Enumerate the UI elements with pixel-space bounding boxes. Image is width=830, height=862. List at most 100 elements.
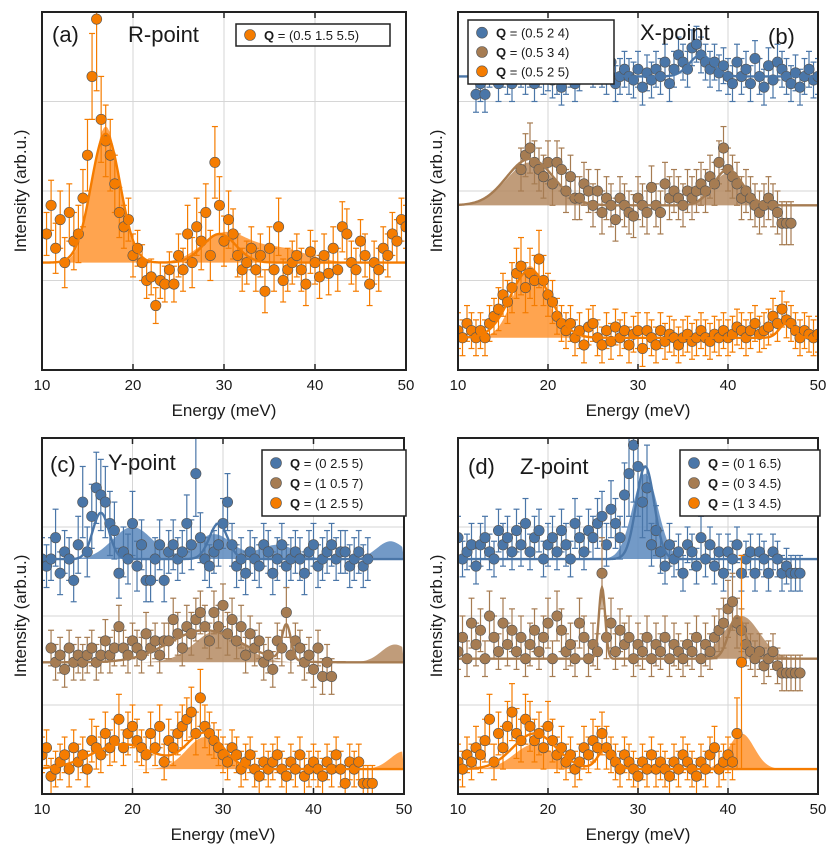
legend-marker — [270, 497, 282, 509]
data-point — [744, 78, 756, 90]
data-point — [524, 720, 536, 732]
data-point — [519, 282, 531, 294]
data-point — [528, 624, 540, 636]
plot-area — [42, 12, 406, 325]
data-point — [690, 631, 702, 643]
x-tick-label: 20 — [124, 801, 141, 818]
data-point — [341, 228, 353, 240]
data-point — [167, 614, 179, 626]
data-point — [735, 656, 747, 668]
legend: Q = (0 1 6.5)Q = (0 3 4.5)Q = (1 3 4.5) — [679, 449, 821, 517]
data-point — [506, 624, 518, 636]
data-point — [458, 646, 464, 658]
data-point — [99, 727, 111, 739]
data-point — [564, 638, 576, 650]
legend-box — [261, 449, 407, 517]
data-point — [537, 742, 549, 754]
data-point — [794, 567, 806, 579]
data-point — [605, 503, 617, 515]
data-point — [50, 532, 62, 544]
data-point — [470, 638, 482, 650]
data-point — [240, 649, 252, 661]
data-point — [173, 249, 185, 261]
legend-entry-text: = (0.5 3 4) — [506, 45, 569, 60]
data-point — [614, 532, 626, 544]
data-point — [140, 628, 152, 640]
data-point — [663, 539, 675, 551]
data-point — [72, 539, 84, 551]
data-point — [267, 663, 279, 675]
data-point — [654, 646, 666, 658]
data-point — [273, 221, 285, 233]
data-point — [222, 756, 234, 768]
data-point — [519, 517, 531, 529]
data-point — [227, 228, 239, 240]
data-point — [726, 78, 738, 90]
data-point — [113, 713, 125, 725]
data-point — [488, 631, 500, 643]
data-point — [312, 642, 324, 654]
plot-area — [458, 438, 818, 794]
data-point — [458, 532, 464, 544]
series-fill-area — [42, 630, 404, 663]
data-point — [587, 532, 599, 544]
x-tick-label: 30 — [215, 801, 232, 818]
legend-marker — [688, 477, 700, 489]
x-tick-label: 20 — [540, 377, 557, 394]
data-point — [551, 610, 563, 622]
series-0 — [42, 438, 404, 603]
data-point — [506, 546, 518, 558]
panel-title: X-point — [640, 20, 710, 45]
data-point — [353, 756, 365, 768]
data-point — [731, 539, 743, 551]
data-point — [154, 539, 166, 551]
data-point — [690, 38, 702, 50]
data-point — [42, 742, 53, 754]
x-tick-label: 30 — [216, 377, 233, 394]
data-point — [186, 257, 198, 269]
data-point — [785, 217, 797, 229]
data-point — [253, 635, 265, 647]
panel-title: Y-point — [108, 450, 176, 475]
data-point — [794, 667, 806, 679]
legend-entry: Q = (1 3 4.5) — [708, 496, 781, 511]
legend-entry-bold: Q — [264, 28, 274, 43]
panel-title: R-point — [128, 22, 199, 47]
legend-marker — [476, 26, 488, 39]
data-point — [501, 720, 513, 732]
data-point — [708, 560, 720, 572]
series-2 — [458, 229, 818, 368]
legend-entry-text: = (0 1 6.5) — [718, 456, 781, 471]
data-point — [659, 56, 671, 68]
data-point — [113, 206, 125, 218]
legend-entry-text: = (0 3 4.5) — [718, 476, 781, 491]
data-point — [127, 720, 139, 732]
legend-marker — [270, 477, 282, 489]
data-point — [636, 496, 648, 508]
x-tick-label: 10 — [450, 377, 467, 394]
data-point — [244, 628, 256, 640]
data-point — [241, 257, 253, 269]
fit-line — [458, 583, 818, 660]
data-point — [686, 646, 698, 658]
data-point — [740, 63, 752, 75]
data-point — [767, 646, 779, 658]
data-point — [235, 621, 247, 633]
data-point — [465, 756, 477, 768]
data-point — [318, 249, 330, 261]
y-axis-label: Intensity (arb.u.) — [11, 555, 30, 678]
data-point — [81, 763, 93, 775]
data-point — [672, 546, 684, 558]
data-point — [470, 560, 482, 572]
legend-entry-text: = (0.5 2 5) — [506, 64, 569, 79]
legend-entry-text: = (0.5 1.5 5.5) — [274, 28, 359, 43]
data-point — [587, 317, 599, 329]
data-point — [591, 185, 603, 197]
data-point — [582, 749, 594, 761]
data-point — [86, 70, 98, 82]
y-axis-label: Intensity (arb.u.) — [11, 130, 30, 253]
data-point — [609, 214, 621, 226]
data-point — [209, 156, 221, 168]
data-point — [686, 546, 698, 558]
data-point — [573, 532, 585, 544]
